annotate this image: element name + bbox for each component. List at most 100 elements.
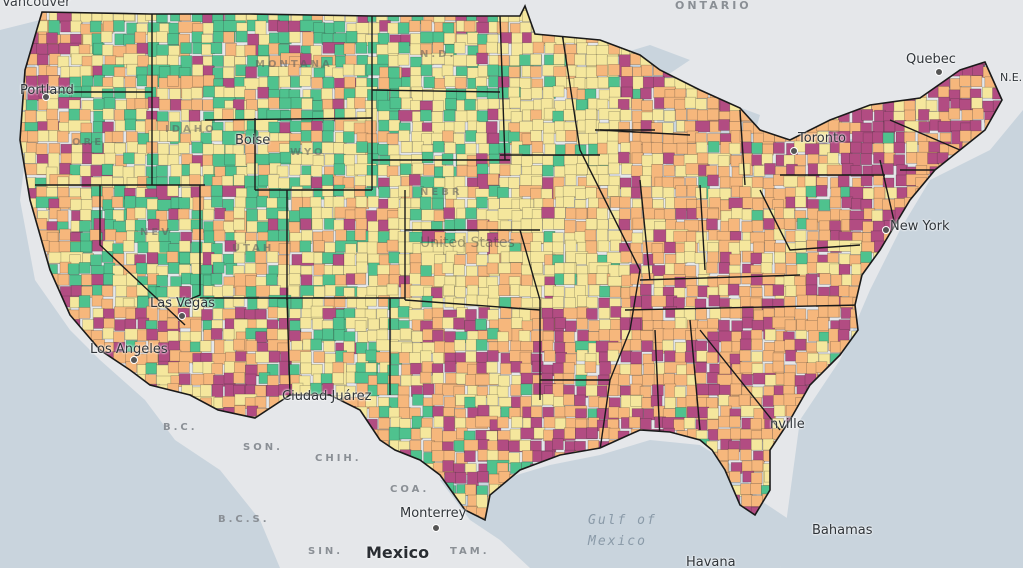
county-cell[interactable]: [982, 86, 994, 99]
county-cell[interactable]: [313, 240, 325, 252]
county-cell[interactable]: [213, 229, 226, 242]
county-cell[interactable]: [563, 273, 576, 286]
county-cell[interactable]: [487, 132, 500, 145]
county-cell[interactable]: [368, 22, 381, 35]
county-cell[interactable]: [343, 154, 356, 167]
county-cell[interactable]: [214, 207, 226, 220]
county-cell[interactable]: [620, 186, 633, 199]
county-cell[interactable]: [794, 375, 807, 387]
county-cell[interactable]: [235, 64, 247, 76]
county-cell[interactable]: [544, 143, 557, 156]
county-cell[interactable]: [431, 297, 444, 310]
county-cell[interactable]: [719, 188, 732, 200]
county-cell[interactable]: [554, 165, 566, 178]
county-cell[interactable]: [586, 427, 599, 439]
county-cell[interactable]: [419, 426, 432, 439]
county-cell[interactable]: [148, 130, 161, 142]
county-cell[interactable]: [421, 151, 434, 164]
county-cell[interactable]: [751, 142, 763, 154]
county-cell[interactable]: [466, 32, 479, 44]
county-cell[interactable]: [101, 285, 114, 297]
county-cell[interactable]: [663, 152, 675, 165]
county-cell[interactable]: [530, 87, 543, 99]
county-cell[interactable]: [905, 141, 918, 153]
county-cell[interactable]: [400, 141, 413, 153]
county-cell[interactable]: [640, 64, 653, 77]
county-cell[interactable]: [442, 460, 455, 472]
county-cell[interactable]: [609, 285, 622, 298]
county-cell[interactable]: [520, 88, 532, 100]
county-cell[interactable]: [971, 97, 983, 109]
county-cell[interactable]: [257, 65, 270, 77]
county-cell[interactable]: [333, 142, 346, 154]
county-cell[interactable]: [333, 295, 346, 308]
county-cell[interactable]: [507, 177, 520, 189]
county-cell[interactable]: [387, 197, 400, 209]
county-cell[interactable]: [607, 185, 620, 197]
county-cell[interactable]: [695, 98, 707, 110]
county-cell[interactable]: [662, 122, 674, 134]
county-cell[interactable]: [126, 141, 139, 154]
county-cell[interactable]: [386, 283, 399, 296]
county-cell[interactable]: [167, 262, 180, 274]
county-cell[interactable]: [662, 133, 675, 145]
county-cell[interactable]: [189, 341, 202, 354]
county-cell[interactable]: [628, 416, 641, 429]
county-cell[interactable]: [573, 77, 586, 89]
county-cell[interactable]: [387, 217, 400, 230]
county-cell[interactable]: [497, 439, 509, 452]
county-cell[interactable]: [738, 394, 751, 407]
county-cell[interactable]: [333, 219, 346, 232]
county-cell[interactable]: [541, 307, 554, 320]
county-cell[interactable]: [258, 131, 270, 144]
county-cell[interactable]: [718, 319, 730, 332]
county-cell[interactable]: [422, 405, 435, 418]
county-cell[interactable]: [376, 372, 389, 385]
county-cell[interactable]: [738, 285, 751, 298]
county-cell[interactable]: [91, 294, 104, 307]
county-cell[interactable]: [610, 306, 622, 318]
county-cell[interactable]: [114, 87, 126, 99]
county-cell[interactable]: [497, 416, 509, 429]
county-cell[interactable]: [785, 285, 798, 297]
county-cell[interactable]: [301, 98, 313, 110]
county-cell[interactable]: [48, 143, 61, 155]
county-cell[interactable]: [860, 153, 873, 165]
county-cell[interactable]: [674, 386, 686, 398]
county-cell[interactable]: [794, 154, 807, 166]
county-cell[interactable]: [386, 239, 399, 252]
county-cell[interactable]: [289, 163, 301, 176]
county-cell[interactable]: [576, 317, 589, 330]
county-cell[interactable]: [665, 219, 678, 231]
county-cell[interactable]: [444, 341, 456, 354]
county-cell[interactable]: [321, 174, 334, 186]
county-cell[interactable]: [423, 76, 436, 89]
county-cell[interactable]: [796, 362, 809, 374]
county-cell[interactable]: [431, 393, 444, 406]
county-cell[interactable]: [377, 143, 389, 156]
county-cell[interactable]: [500, 306, 512, 319]
county-cell[interactable]: [235, 30, 248, 43]
county-cell[interactable]: [476, 110, 489, 123]
county-cell[interactable]: [465, 339, 478, 351]
county-cell[interactable]: [740, 483, 752, 496]
county-cell[interactable]: [388, 119, 401, 132]
county-cell[interactable]: [367, 231, 380, 243]
county-cell[interactable]: [632, 217, 645, 230]
county-cell[interactable]: [134, 219, 147, 232]
county-cell[interactable]: [167, 154, 180, 166]
county-cell[interactable]: [443, 396, 456, 409]
county-cell[interactable]: [651, 309, 664, 322]
county-cell[interactable]: [166, 317, 179, 330]
county-cell[interactable]: [433, 210, 446, 222]
county-cell[interactable]: [288, 210, 301, 222]
county-cell[interactable]: [838, 263, 851, 276]
county-cell[interactable]: [310, 130, 323, 142]
county-cell[interactable]: [893, 141, 906, 154]
county-cell[interactable]: [158, 98, 171, 111]
county-cell[interactable]: [222, 66, 235, 79]
county-cell[interactable]: [883, 120, 896, 133]
county-cell[interactable]: [642, 76, 655, 89]
county-cell[interactable]: [686, 285, 699, 297]
county-cell[interactable]: [210, 42, 223, 55]
